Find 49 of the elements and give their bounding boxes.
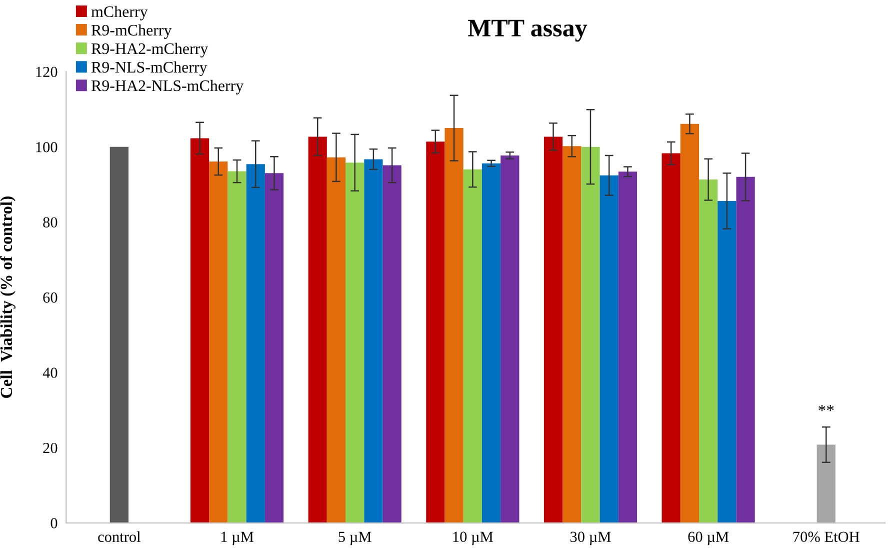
chart-title: MTT assay: [468, 20, 588, 42]
legend-label: R9-mCherry: [91, 24, 172, 39]
x-tick-label: control: [98, 531, 141, 542]
y-tick-label: 100: [36, 142, 58, 152]
legend-label: R9-NLS-mCherry: [91, 61, 208, 76]
bar: [618, 172, 638, 523]
annotation: **: [818, 405, 834, 412]
legend-label: R9-HA2-NLS-mCherry: [91, 80, 244, 94]
bar: [382, 165, 402, 523]
x-tick-label: 60 µM: [688, 532, 729, 546]
y-tick-label: 20: [43, 442, 58, 454]
bar: [326, 157, 346, 523]
bar: [190, 138, 210, 523]
y-tick-label: 80: [43, 217, 58, 228]
bar: [482, 163, 501, 523]
bar: [264, 173, 284, 523]
x-tick-label: 5 µM: [338, 532, 372, 546]
x-tick-label: 1 µM: [221, 532, 254, 546]
bar: [228, 171, 246, 523]
bar: [736, 176, 755, 523]
x-tick-label: 10 µM: [453, 532, 493, 546]
bar: [463, 169, 482, 523]
bar: [680, 124, 700, 523]
x-tick-label: 30 µM: [570, 532, 611, 546]
legend-label: R9-HA2-mCherry: [91, 42, 208, 58]
bar: [346, 162, 364, 523]
x-tick-label: 70% EtOH: [793, 532, 860, 542]
y-tick-label: 120: [36, 66, 58, 78]
bar: [444, 128, 464, 523]
bar: [110, 146, 128, 523]
bar: [699, 180, 718, 523]
bar: [562, 146, 582, 523]
bar: [816, 444, 836, 523]
y-tick-label: 40: [42, 368, 58, 378]
bar: [426, 142, 445, 523]
bar: [581, 146, 600, 523]
bar: [500, 155, 520, 523]
bar: [308, 136, 327, 523]
bar: [364, 159, 383, 523]
y-tick-label: 0: [50, 518, 58, 528]
bar: [544, 136, 563, 523]
legend-label: mCherry: [91, 6, 148, 20]
y-axis-title: Cell Viability (% of control): [0, 196, 16, 398]
bar: [209, 162, 228, 523]
bar: [246, 164, 265, 523]
bar: [718, 200, 736, 523]
bar: [662, 153, 680, 523]
y-tick-label: 60: [43, 292, 58, 303]
bar: [600, 175, 618, 523]
